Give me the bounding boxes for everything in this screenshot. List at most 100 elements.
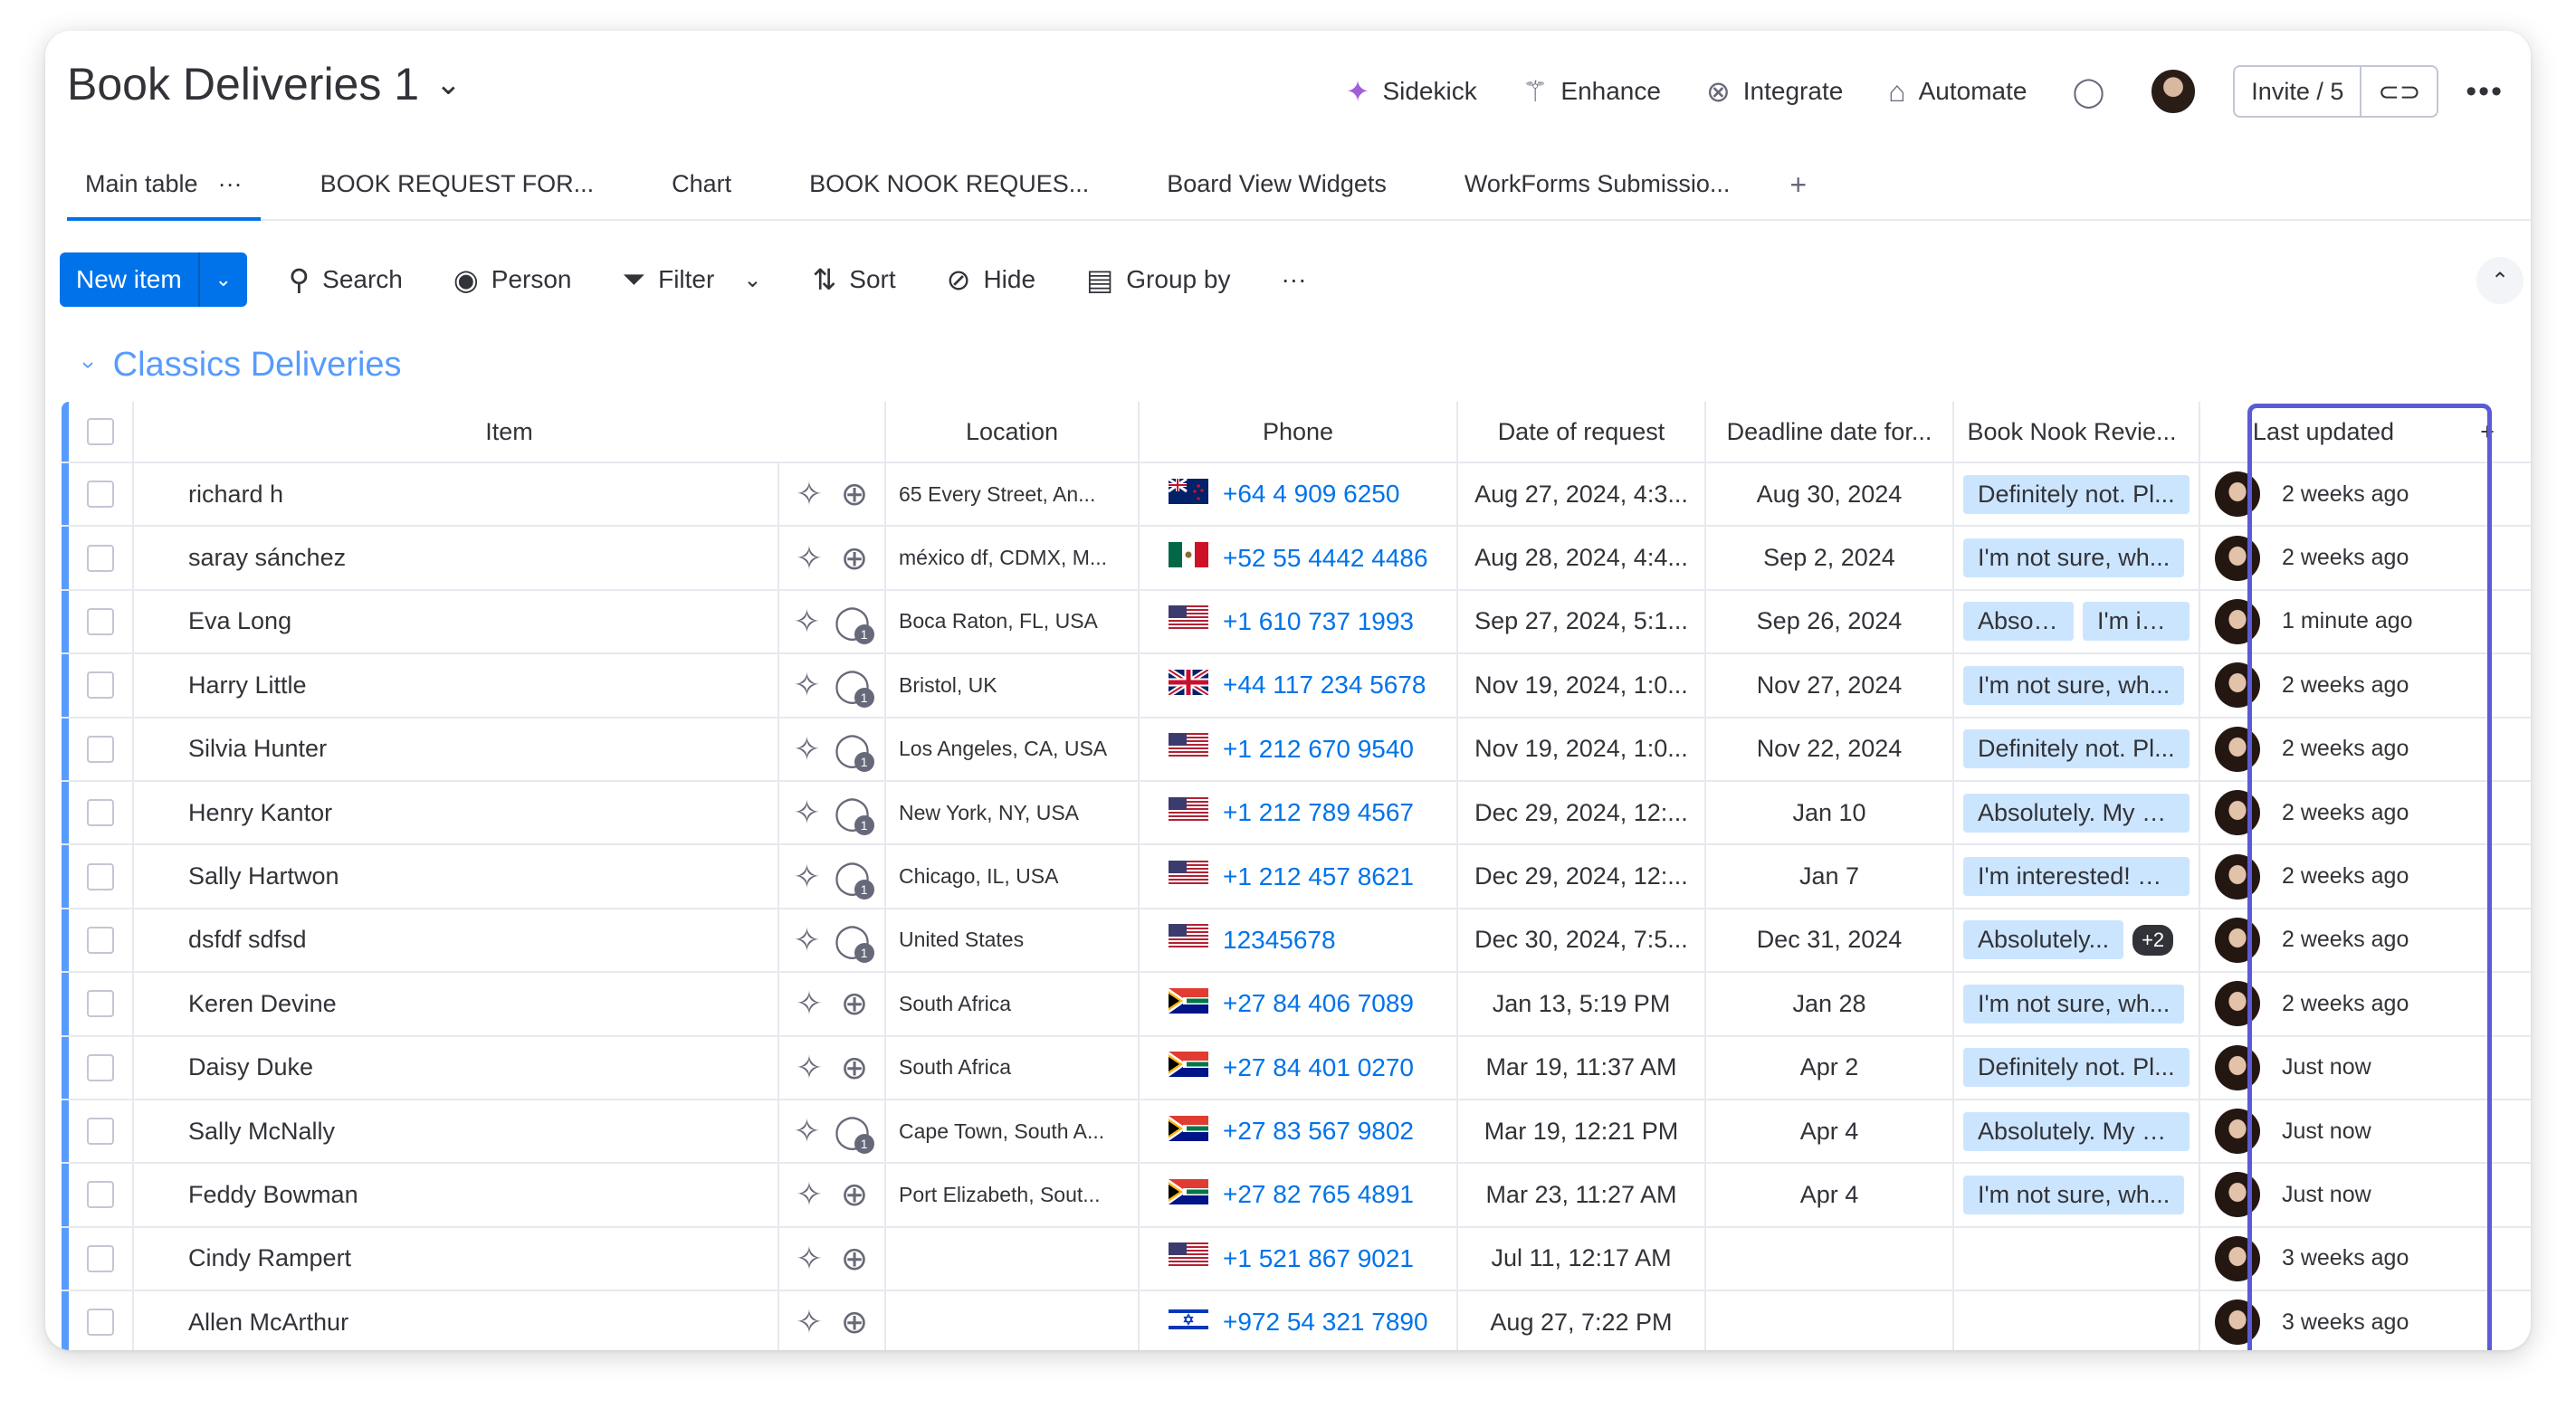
deadline-cell[interactable]: Apr 2 <box>1706 1036 1954 1099</box>
phone-value[interactable]: +1 212 457 8621 <box>1223 862 1414 890</box>
column-header-last-updated[interactable]: Last updated <box>2200 402 2447 462</box>
review-tag[interactable]: I'm interested! C... <box>1963 857 2190 897</box>
item-name-cell[interactable]: Allen McArthur <box>134 1291 779 1350</box>
collapse-header-button[interactable]: ⌃ <box>2476 257 2524 304</box>
review-cell[interactable]: Absolutely... +2 <box>1954 909 2200 972</box>
chevron-down-icon[interactable]: › <box>75 361 103 369</box>
column-header-date[interactable]: Date of request <box>1458 402 1706 462</box>
table-row[interactable]: Henry Kantor ✧ ◯ 1 New York, NY, USA +1 2… <box>62 781 2531 846</box>
row-checkbox[interactable] <box>87 671 114 700</box>
phone-value[interactable]: +1 212 789 4567 <box>1223 798 1414 827</box>
deadline-cell[interactable]: Jan 7 <box>1706 845 1954 908</box>
review-cell[interactable] <box>1954 1291 2200 1350</box>
location-cell[interactable]: Los Angeles, CA, USA <box>886 718 1140 780</box>
column-header-location[interactable]: Location <box>886 402 1140 462</box>
column-header-deadline[interactable]: Deadline date for... <box>1706 402 1954 462</box>
automate-button[interactable]: ⌂ Automate <box>1888 75 2027 109</box>
row-checkbox[interactable] <box>87 1309 114 1337</box>
review-tag[interactable]: I'm not sure, wh... <box>1963 984 2185 1023</box>
sparkle-outline-icon[interactable]: ✧ <box>795 538 824 576</box>
review-cell[interactable]: Absolutely. My d... <box>1954 781 2200 844</box>
phone-value[interactable]: +1 521 867 9021 <box>1223 1243 1414 1272</box>
update-bubble-icon[interactable]: ◯ 1 <box>834 794 874 836</box>
group-header[interactable]: › Classics Deliveries <box>76 346 402 385</box>
deadline-cell[interactable]: Jan 28 <box>1706 973 1954 1035</box>
sparkle-outline-icon[interactable]: ✧ <box>793 729 821 767</box>
location-cell[interactable]: Bristol, UK <box>886 654 1140 717</box>
date-of-request-cell[interactable]: Jul 11, 12:17 AM <box>1458 1227 1706 1290</box>
person-filter-button[interactable]: ◉ Person <box>453 262 572 297</box>
chevron-down-icon[interactable]: ⌄ <box>743 267 762 292</box>
sparkle-outline-icon[interactable]: ✧ <box>795 1239 824 1277</box>
date-of-request-cell[interactable]: Mar 19, 12:21 PM <box>1458 1100 1706 1163</box>
chevron-down-icon[interactable]: ⌄ <box>435 67 462 101</box>
date-of-request-cell[interactable]: Sep 27, 2024, 5:1... <box>1458 590 1706 653</box>
sparkle-outline-icon[interactable]: ✧ <box>793 666 821 704</box>
row-checkbox[interactable] <box>87 1181 114 1209</box>
phone-value[interactable]: 12345678 <box>1223 925 1336 954</box>
add-update-icon[interactable]: ⊕ <box>840 1303 869 1341</box>
item-name-cell[interactable]: dsfdf sdfsd <box>134 909 779 972</box>
table-row[interactable]: Sally McNally ✧ ◯ 1 Cape Town, South A...… <box>62 1100 2531 1165</box>
row-checkbox[interactable] <box>87 926 114 954</box>
phone-value[interactable]: +1 212 670 9540 <box>1223 734 1414 763</box>
add-update-icon[interactable]: ⊕ <box>840 1239 869 1277</box>
add-update-icon[interactable]: ⊕ <box>840 1048 869 1086</box>
item-name-cell[interactable]: Harry Little <box>134 654 779 717</box>
location-cell[interactable]: South Africa <box>886 1036 1140 1099</box>
phone-cell[interactable]: +1 212 789 4567 <box>1140 781 1458 844</box>
sparkle-outline-icon[interactable]: ✧ <box>795 475 824 513</box>
location-cell[interactable]: New York, NY, USA <box>886 781 1140 844</box>
add-update-icon[interactable]: ⊕ <box>840 475 869 513</box>
sparkle-outline-icon[interactable]: ✧ <box>795 1176 824 1214</box>
location-cell[interactable] <box>886 1291 1140 1350</box>
table-row[interactable]: Harry Little ✧ ◯ 1 Bristol, UK +44 117 23… <box>62 654 2531 719</box>
date-of-request-cell[interactable]: Mar 23, 11:27 AM <box>1458 1164 1706 1226</box>
column-header-item[interactable]: Item <box>134 402 886 462</box>
tab-main-table[interactable]: Main table ··· <box>67 156 261 221</box>
review-cell[interactable]: Definitely not. Pl... <box>1954 718 2200 780</box>
phone-value[interactable]: +27 84 401 0270 <box>1223 1052 1414 1081</box>
update-bubble-icon[interactable]: ◯ 1 <box>834 666 874 709</box>
deadline-cell[interactable]: Nov 27, 2024 <box>1706 654 1954 717</box>
phone-cell[interactable]: +27 84 401 0270 <box>1140 1036 1458 1099</box>
table-row[interactable]: Eva Long ✧ ◯ 1 Boca Raton, FL, USA +1 610… <box>62 590 2531 655</box>
invite-button[interactable]: Invite / 5 ⊂⊃ <box>2233 65 2439 118</box>
phone-value[interactable]: +972 54 321 7890 <box>1223 1308 1428 1337</box>
sparkle-outline-icon[interactable]: ✧ <box>795 985 824 1023</box>
table-row[interactable]: richard h ✧ ⊕ 65 Every Street, An... +64… <box>62 463 2531 528</box>
table-row[interactable]: dsfdf sdfsd ✧ ◯ 1 United States 12345678 … <box>62 909 2531 974</box>
review-tag[interactable]: Absolutely. My d... <box>1963 793 2190 833</box>
phone-cell[interactable]: +1 212 670 9540 <box>1140 718 1458 780</box>
table-row[interactable]: Cindy Rampert ✧ ⊕ +1 521 867 9021 Jul 11… <box>62 1227 2531 1292</box>
tab-chart[interactable]: Chart <box>654 156 749 221</box>
date-of-request-cell[interactable]: Aug 27, 2024, 4:3... <box>1458 463 1706 526</box>
row-checkbox[interactable] <box>87 1118 114 1146</box>
location-cell[interactable]: Cape Town, South A... <box>886 1100 1140 1163</box>
column-header-phone[interactable]: Phone <box>1140 402 1458 462</box>
row-checkbox[interactable] <box>87 862 114 890</box>
review-cell[interactable]: I'm not sure, wh... <box>1954 1164 2200 1226</box>
item-name-cell[interactable]: Sally McNally <box>134 1100 779 1163</box>
row-checkbox[interactable] <box>87 607 114 635</box>
board-title[interactable]: Book Deliveries 1 ⌄ <box>67 58 462 110</box>
review-tag[interactable]: I'm not sure, wh... <box>1963 1175 2185 1214</box>
row-checkbox[interactable] <box>87 799 114 827</box>
link-icon[interactable]: ⊂⊃ <box>2360 67 2437 116</box>
deadline-cell[interactable]: Aug 30, 2024 <box>1706 463 1954 526</box>
search-button[interactable]: ⚲ Search <box>289 262 403 297</box>
date-of-request-cell[interactable]: Nov 19, 2024, 1:0... <box>1458 654 1706 717</box>
update-bubble-icon[interactable]: ◯ 1 <box>834 858 874 900</box>
item-name-cell[interactable]: Silvia Hunter <box>134 718 779 780</box>
phone-value[interactable]: +64 4 909 6250 <box>1223 480 1400 509</box>
enhance-button[interactable]: ⚚ Enhance <box>1522 74 1661 109</box>
toolbar-more-button[interactable]: ··· <box>1281 265 1306 294</box>
table-row[interactable]: Keren Devine ✧ ⊕ South Africa +27 84 406… <box>62 973 2531 1037</box>
table-row[interactable]: Sally Hartwon ✧ ◯ 1 Chicago, IL, USA +1 2… <box>62 845 2531 909</box>
location-cell[interactable]: méxico df, CDMX, M... <box>886 527 1140 589</box>
date-of-request-cell[interactable]: Aug 27, 7:22 PM <box>1458 1291 1706 1350</box>
location-cell[interactable]: South Africa <box>886 973 1140 1035</box>
tab-book-request[interactable]: BOOK REQUEST FOR... <box>302 156 613 221</box>
hide-button[interactable]: ⊘ Hide <box>947 262 1035 297</box>
review-tag[interactable]: Definitely not. Pl... <box>1963 729 2190 769</box>
